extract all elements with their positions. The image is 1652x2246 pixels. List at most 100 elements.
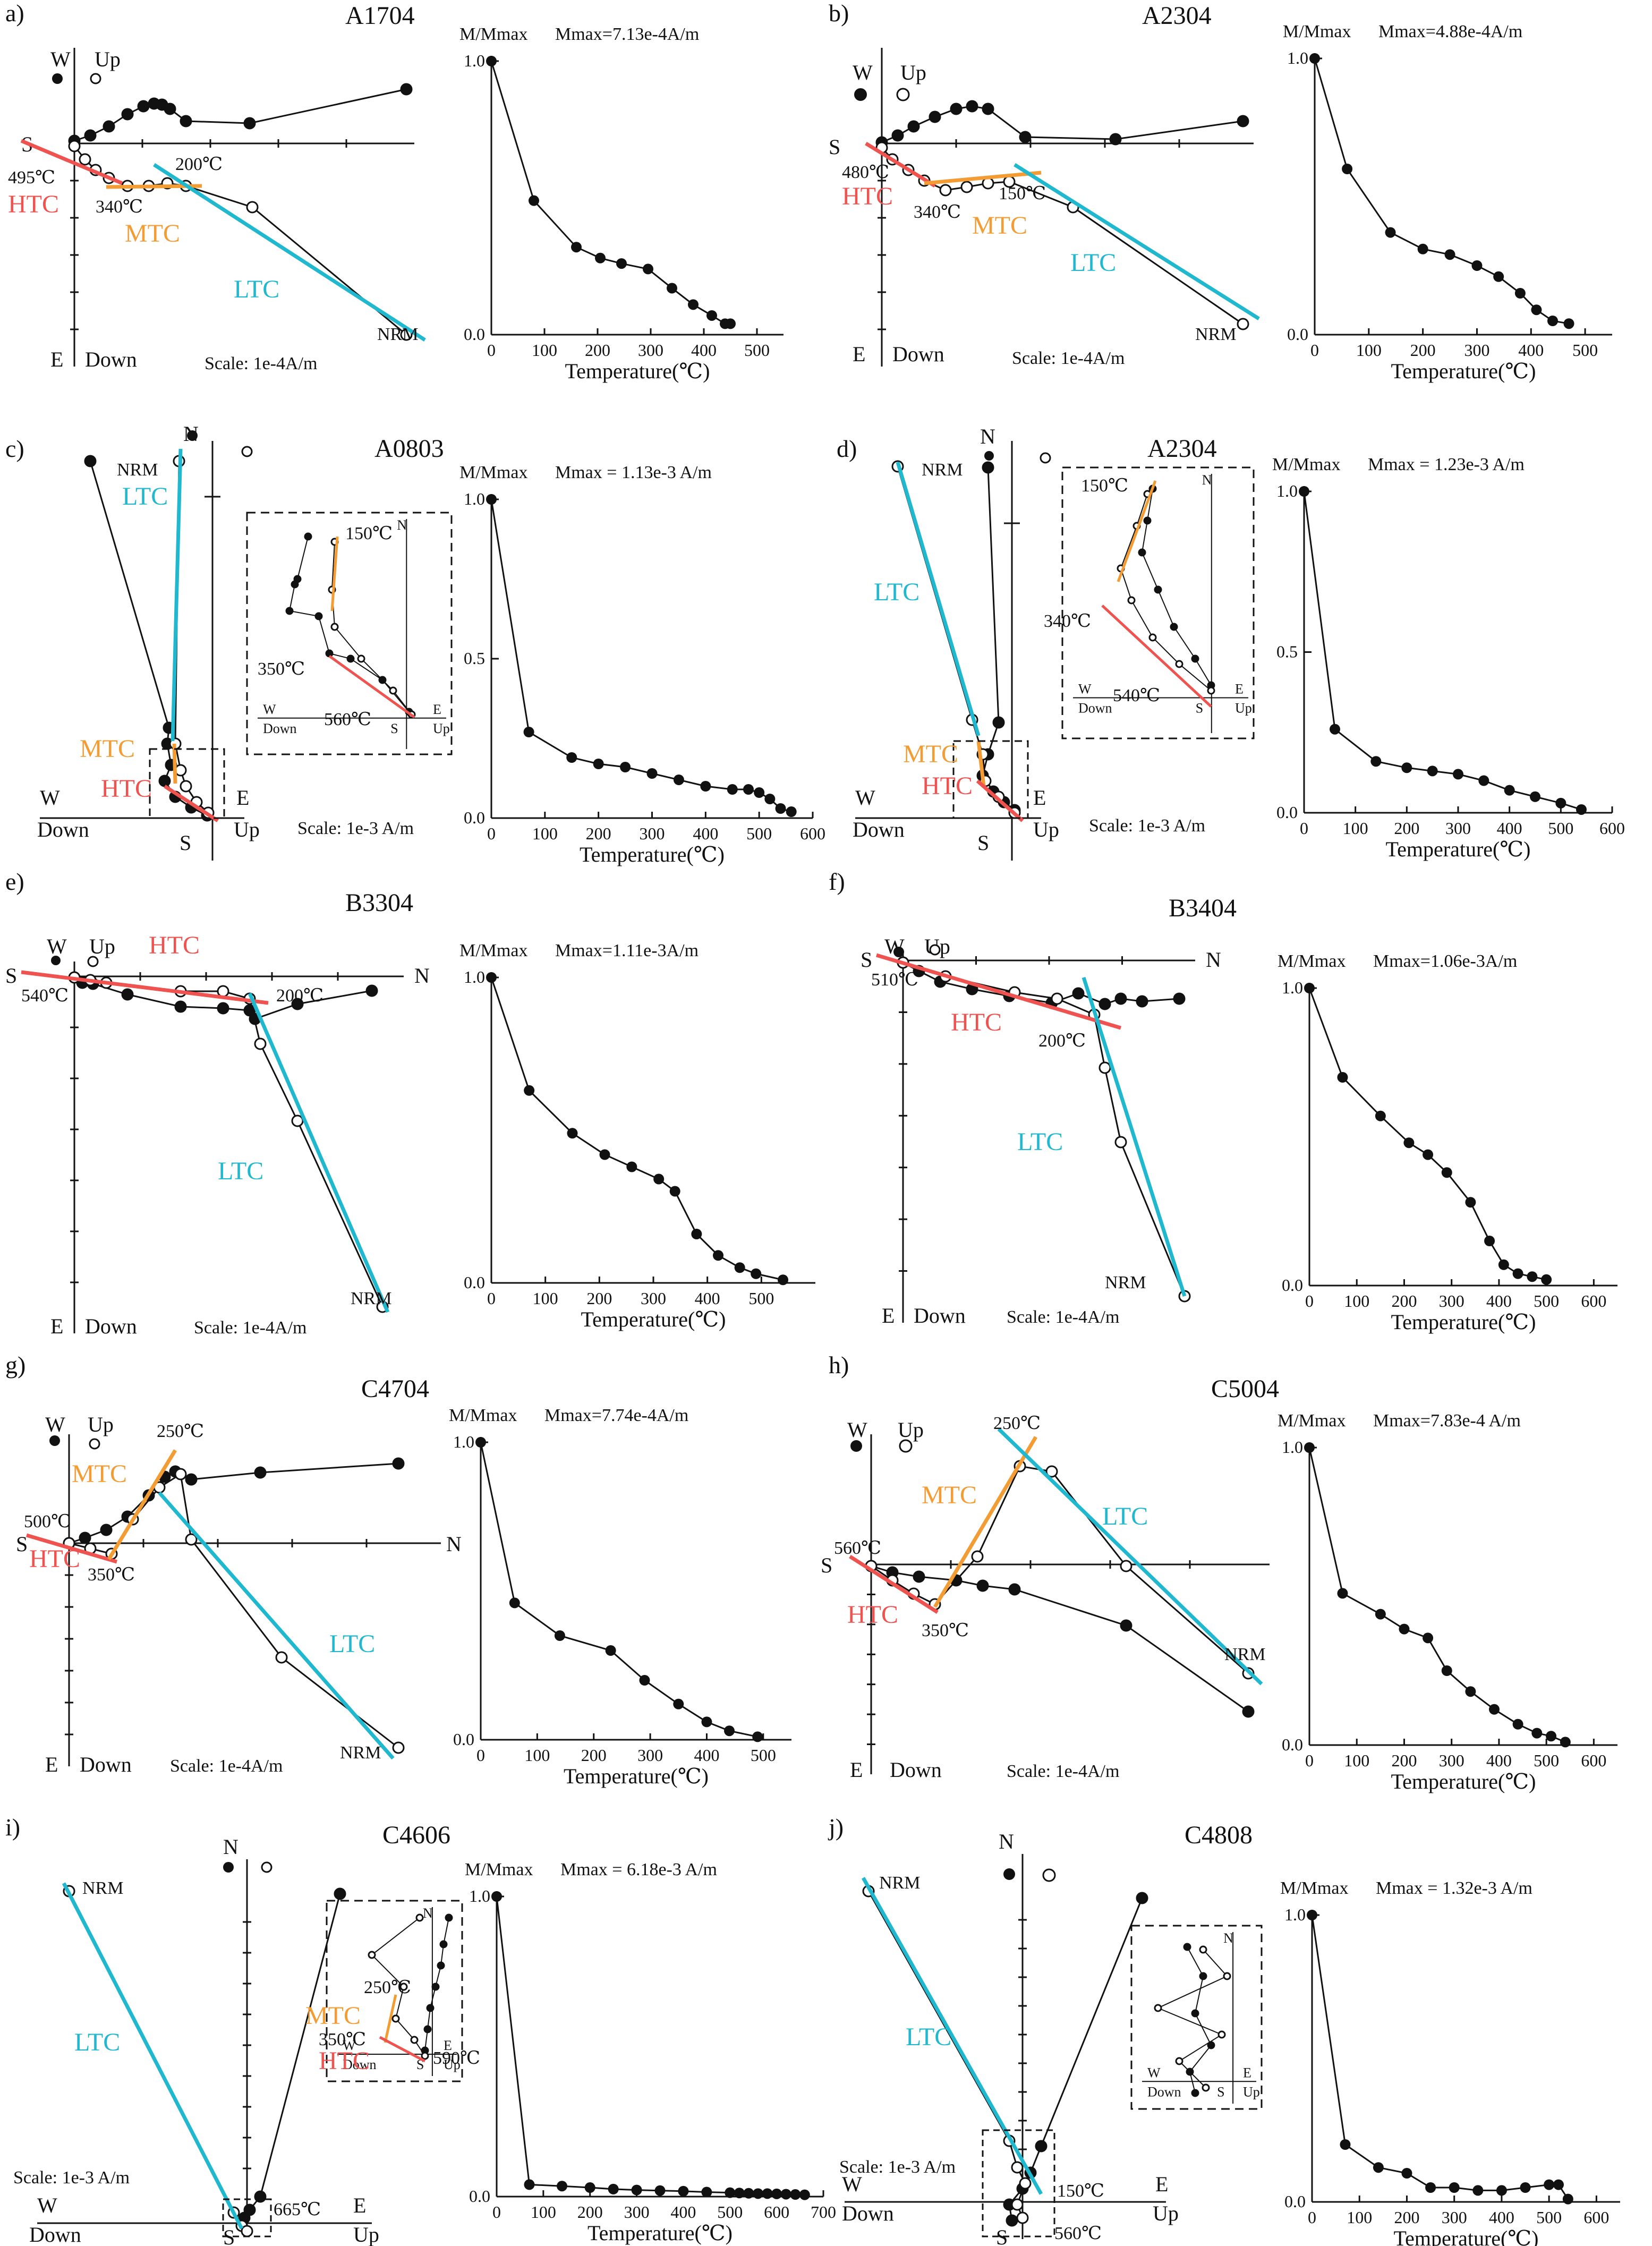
scale-label: Scale: 1e-4A/m — [170, 1756, 283, 1776]
open-path — [73, 146, 407, 336]
filled-point — [950, 103, 963, 115]
demag-y-tick-label: 0.0 — [1287, 325, 1308, 344]
filled-point — [1120, 1619, 1132, 1632]
demag-point — [566, 752, 577, 763]
demag-y-title: M/Mmax — [1278, 951, 1346, 971]
demag-point — [1465, 1197, 1476, 1208]
inset-open-point — [399, 1983, 408, 1991]
demag-point — [529, 195, 539, 206]
ltc-label: LTC — [906, 2023, 951, 2051]
demag-x-tick-label: 200 — [586, 1289, 612, 1308]
zijderveld-plot: W Up S N E Down 250℃ 500℃ 350℃ MTC HTC LTC NRM Scale:… — [16, 1413, 462, 1776]
inset-filled-point — [1191, 2009, 1199, 2018]
inset-filled-point — [1183, 1943, 1191, 1951]
inset-temp-label: 590℃ — [433, 2048, 480, 2068]
nrm-label: NRM — [922, 460, 963, 480]
demag-x-title: Temperature(℃) — [1391, 1310, 1536, 1334]
demag-point — [799, 2189, 810, 2200]
demag-point — [701, 2187, 712, 2198]
inset-filled-path — [288, 536, 410, 712]
demag-point — [620, 762, 631, 772]
demag-point — [639, 1675, 650, 1686]
ltc-label: LTC — [874, 578, 919, 606]
temp-label: 510℃ — [871, 970, 918, 990]
inset-dir-E: E — [1243, 2065, 1251, 2080]
demag-point — [1423, 1632, 1434, 1644]
panel-letter: i) — [5, 1814, 20, 1841]
inset-filled-point — [1191, 2089, 1199, 2097]
demag-chart: M/Mmax Mmax=4.88e-4A/m 0.0 1.0 0 100 200 300 400… — [1283, 22, 1612, 383]
demag-x-tick-label: 200 — [586, 824, 611, 843]
demag-x-tick-label: 0 — [476, 1746, 485, 1765]
mmax-label: Mmax = 1.32e-3 A/m — [1376, 1878, 1532, 1898]
inset-open-point — [1207, 686, 1215, 695]
nrm-label: NRM — [1105, 1273, 1146, 1292]
inset-label-up: Up — [1235, 701, 1252, 716]
demag-x-tick-label: 500 — [1534, 1751, 1559, 1770]
demag-x-title: Temperature(℃) — [1386, 837, 1531, 861]
demag-point — [1527, 1271, 1538, 1282]
dir-N: N — [980, 424, 995, 448]
demag-point — [475, 1437, 486, 1448]
inset-zoom: N W Down E S Up 150℃ 350℃ 560℃ — [246, 512, 453, 755]
mtc-label: MTC — [80, 735, 135, 763]
sample-id: B3404 — [1169, 894, 1237, 922]
demag-point — [1546, 1731, 1557, 1742]
filled-point — [1242, 1705, 1255, 1718]
filled-point — [1173, 992, 1186, 1005]
demag-x-tick-label: 100 — [524, 1746, 550, 1765]
demag-point — [1496, 2185, 1507, 2196]
demag-chart: M/Mmax Mmax=1.11e-3A/m 0.0 1.0 0 100 200 300 400… — [459, 941, 815, 1331]
temp-label: 665℃ — [274, 2200, 321, 2219]
demag-point — [1441, 1665, 1452, 1676]
demag-point — [734, 2188, 745, 2199]
sample-id: C4808 — [1185, 1821, 1253, 1849]
dir-S: S — [180, 831, 191, 855]
demag-series-line — [480, 1442, 758, 1738]
demag-point — [599, 1149, 610, 1160]
legend-filled-dot — [52, 73, 63, 84]
htc-label: HTC — [842, 182, 893, 210]
demag-x-tick-label: 600 — [1581, 1291, 1606, 1311]
inset-dir-S: S — [390, 721, 398, 736]
demag-y-tick-label: 1.0 — [1282, 978, 1303, 997]
demag-y-tick-label: 0.0 — [469, 2187, 490, 2206]
demag-point — [780, 2189, 791, 2200]
inset-filled-point — [346, 654, 355, 663]
demag-y-tick-label: 0.0 — [464, 808, 485, 827]
zijderveld-plot: N W Down E Up S NRM LTC Scale: 1e-3 A/m 150℃ 560℃ N… — [839, 1830, 1263, 2246]
ltc-fit-line — [171, 448, 183, 742]
sample-id: C5004 — [1211, 1375, 1279, 1403]
inset-temp-label: 350℃ — [319, 2030, 366, 2049]
mmax-label: Mmax = 1.13e-3 A/m — [555, 463, 712, 482]
filled-point — [254, 2190, 267, 2203]
open-point — [392, 1741, 405, 1754]
label-down: Down — [890, 1758, 942, 1782]
demag-point — [1560, 1737, 1571, 1748]
nrm-label: NRM — [117, 460, 158, 480]
demag-y-tick-label: 1.0 — [469, 1886, 490, 1905]
inset-label-down: Down — [343, 2057, 377, 2072]
demag-x-tick-label: 500 — [744, 341, 770, 360]
nrm-label: NRM — [1224, 1645, 1265, 1664]
demag-y-tick-label: 0.0 — [464, 1273, 485, 1292]
temp-label: 500℃ — [24, 1512, 71, 1532]
demag-x-tick-label: 300 — [1445, 819, 1471, 838]
open-point — [68, 140, 81, 152]
demag-point — [631, 2184, 642, 2196]
demag-x-tick-label: 400 — [1486, 1751, 1512, 1770]
htc-label: HTC — [951, 1008, 1002, 1036]
scale-label: Scale: 1e-3 A/m — [839, 2157, 956, 2177]
htc-label: HTC — [8, 190, 59, 218]
demag-x-tick-label: 300 — [638, 341, 663, 360]
demag-x-title: Temperature(℃) — [1391, 1769, 1536, 1793]
demag-point — [486, 972, 497, 983]
demag-point — [653, 1173, 665, 1185]
demag-y-title: M/Mmax — [459, 463, 527, 482]
inset-dir-N: N — [423, 1905, 433, 1921]
demag-point — [595, 252, 606, 263]
panel-i: i) C4606 N W Down E Up S NRM LTC Scale: 1e-3 A/m 66… — [5, 1814, 836, 2246]
demag-x-tick-label: 0 — [1305, 1291, 1314, 1311]
open-point — [1114, 1136, 1127, 1148]
